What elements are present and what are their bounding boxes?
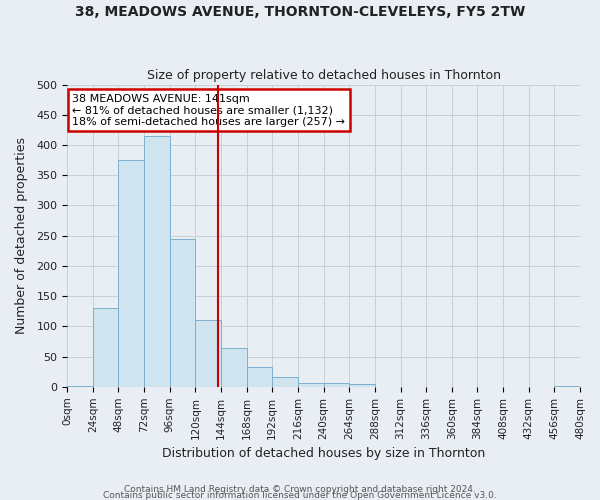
Bar [118,160,144,387]
Bar [170,238,196,387]
Bar [144,136,170,387]
Text: 38, MEADOWS AVENUE, THORNTON-CLEVELEYS, FY5 2TW: 38, MEADOWS AVENUE, THORNTON-CLEVELEYS, … [75,5,525,19]
Bar [298,382,323,387]
Bar [221,348,247,387]
Bar [554,386,580,387]
Bar [247,367,272,387]
Bar [196,320,221,387]
Bar [93,308,118,387]
Text: 38 MEADOWS AVENUE: 141sqm
← 81% of detached houses are smaller (1,132)
18% of se: 38 MEADOWS AVENUE: 141sqm ← 81% of detac… [73,94,346,127]
Bar [272,377,298,387]
Y-axis label: Number of detached properties: Number of detached properties [15,137,28,334]
Text: Contains HM Land Registry data © Crown copyright and database right 2024.: Contains HM Land Registry data © Crown c… [124,485,476,494]
Title: Size of property relative to detached houses in Thornton: Size of property relative to detached ho… [146,69,500,82]
X-axis label: Distribution of detached houses by size in Thornton: Distribution of detached houses by size … [162,447,485,460]
Bar [349,384,375,387]
Text: Contains public sector information licensed under the Open Government Licence v3: Contains public sector information licen… [103,491,497,500]
Bar [67,386,93,387]
Bar [323,383,349,387]
